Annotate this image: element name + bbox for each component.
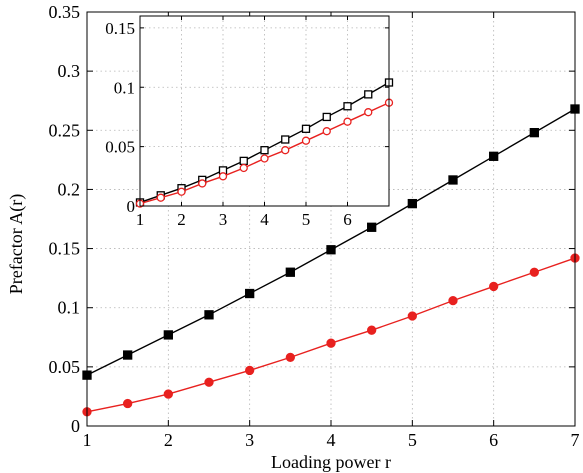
inset-x-tick-label: 1 [136, 210, 145, 229]
x-tick-label: 5 [408, 430, 417, 450]
inset-y-tick-label: 0.1 [114, 78, 135, 97]
x-axis-label: Loading power r [271, 452, 391, 472]
y-axis-label: Prefactor A(r) [6, 194, 27, 294]
data-point-circle [448, 295, 458, 306]
inset-data-point-circle [218, 172, 228, 181]
data-point-circle [123, 398, 133, 409]
inset-x-tick-label: 6 [343, 210, 352, 229]
data-point-square [123, 350, 133, 360]
data-point-square [367, 222, 377, 232]
data-point-circle [285, 352, 295, 363]
inset-y-tick-label: 0.15 [105, 19, 135, 38]
data-point-circle [407, 311, 417, 321]
inset-data-point-circle [156, 193, 165, 202]
y-tick-label: 0.1 [58, 298, 81, 318]
inset-data-point-square [239, 156, 248, 166]
data-point-circle [529, 267, 539, 277]
inset-axes-frame [139, 15, 390, 207]
inset-data-point-circle [364, 108, 373, 117]
data-point-circle [367, 325, 377, 335]
inset-y-tick-label: 0 [127, 197, 136, 216]
y-tick-label: 0.25 [49, 120, 81, 140]
data-point-square [448, 175, 458, 185]
y-tick-label: 0.15 [49, 239, 81, 259]
data-point-square [529, 128, 539, 138]
y-tick-label: 0.3 [58, 61, 81, 81]
inset-data-point-circle [322, 127, 331, 136]
data-point-square [489, 151, 499, 161]
inset-x-tick-label: 5 [302, 210, 311, 229]
y-tick-label: 0.35 [49, 2, 81, 22]
inset-y-tick-label: 0.05 [105, 138, 135, 157]
data-point-square [163, 330, 173, 340]
x-tick-label: 3 [245, 430, 254, 450]
data-point-circle [163, 389, 173, 399]
inset-data-point-circle [239, 163, 248, 173]
data-point-square [204, 310, 214, 320]
inset-data-point-circle [301, 136, 311, 145]
inset-data-point-square [364, 90, 373, 99]
data-point-square [245, 288, 255, 299]
x-tick-label: 4 [327, 430, 336, 450]
inset-x-tick-label: 4 [260, 210, 269, 229]
data-point-circle [204, 377, 214, 387]
inset-data-point-square [281, 135, 290, 144]
y-tick-label: 0.05 [49, 357, 81, 377]
inset-data-point-circle [260, 154, 269, 163]
inset-data-point-square [301, 124, 311, 133]
inset-data-point-square [260, 146, 269, 155]
inset-x-tick-label: 3 [219, 210, 228, 229]
inset-data-point-circle [198, 179, 207, 188]
data-point-circle [489, 281, 499, 292]
inset-plot: 1 2 3 4 5 6 0 0.05 0.1 0.15 [105, 15, 394, 229]
axes-frame [86, 11, 576, 427]
data-point-square [285, 267, 295, 277]
x-tick-label: 7 [571, 430, 580, 450]
inset-data-point-circle [177, 187, 186, 196]
inset-data-point-square [343, 102, 352, 111]
y-tick-label: 0.2 [58, 179, 81, 199]
inset-data-point-square [322, 112, 331, 122]
data-point-circle [245, 365, 255, 376]
y-tick-label: 0 [71, 416, 80, 436]
x-tick-label: 2 [164, 430, 173, 450]
data-point-square [326, 245, 336, 255]
data-point-square [407, 198, 417, 209]
data-point-circle [326, 338, 336, 348]
inset-data-point-circle [281, 146, 290, 155]
inset-x-tick-label: 2 [177, 210, 186, 229]
x-tick-label: 6 [489, 430, 498, 450]
x-tick-label: 1 [83, 430, 92, 450]
inset-data-point-circle [343, 117, 352, 126]
